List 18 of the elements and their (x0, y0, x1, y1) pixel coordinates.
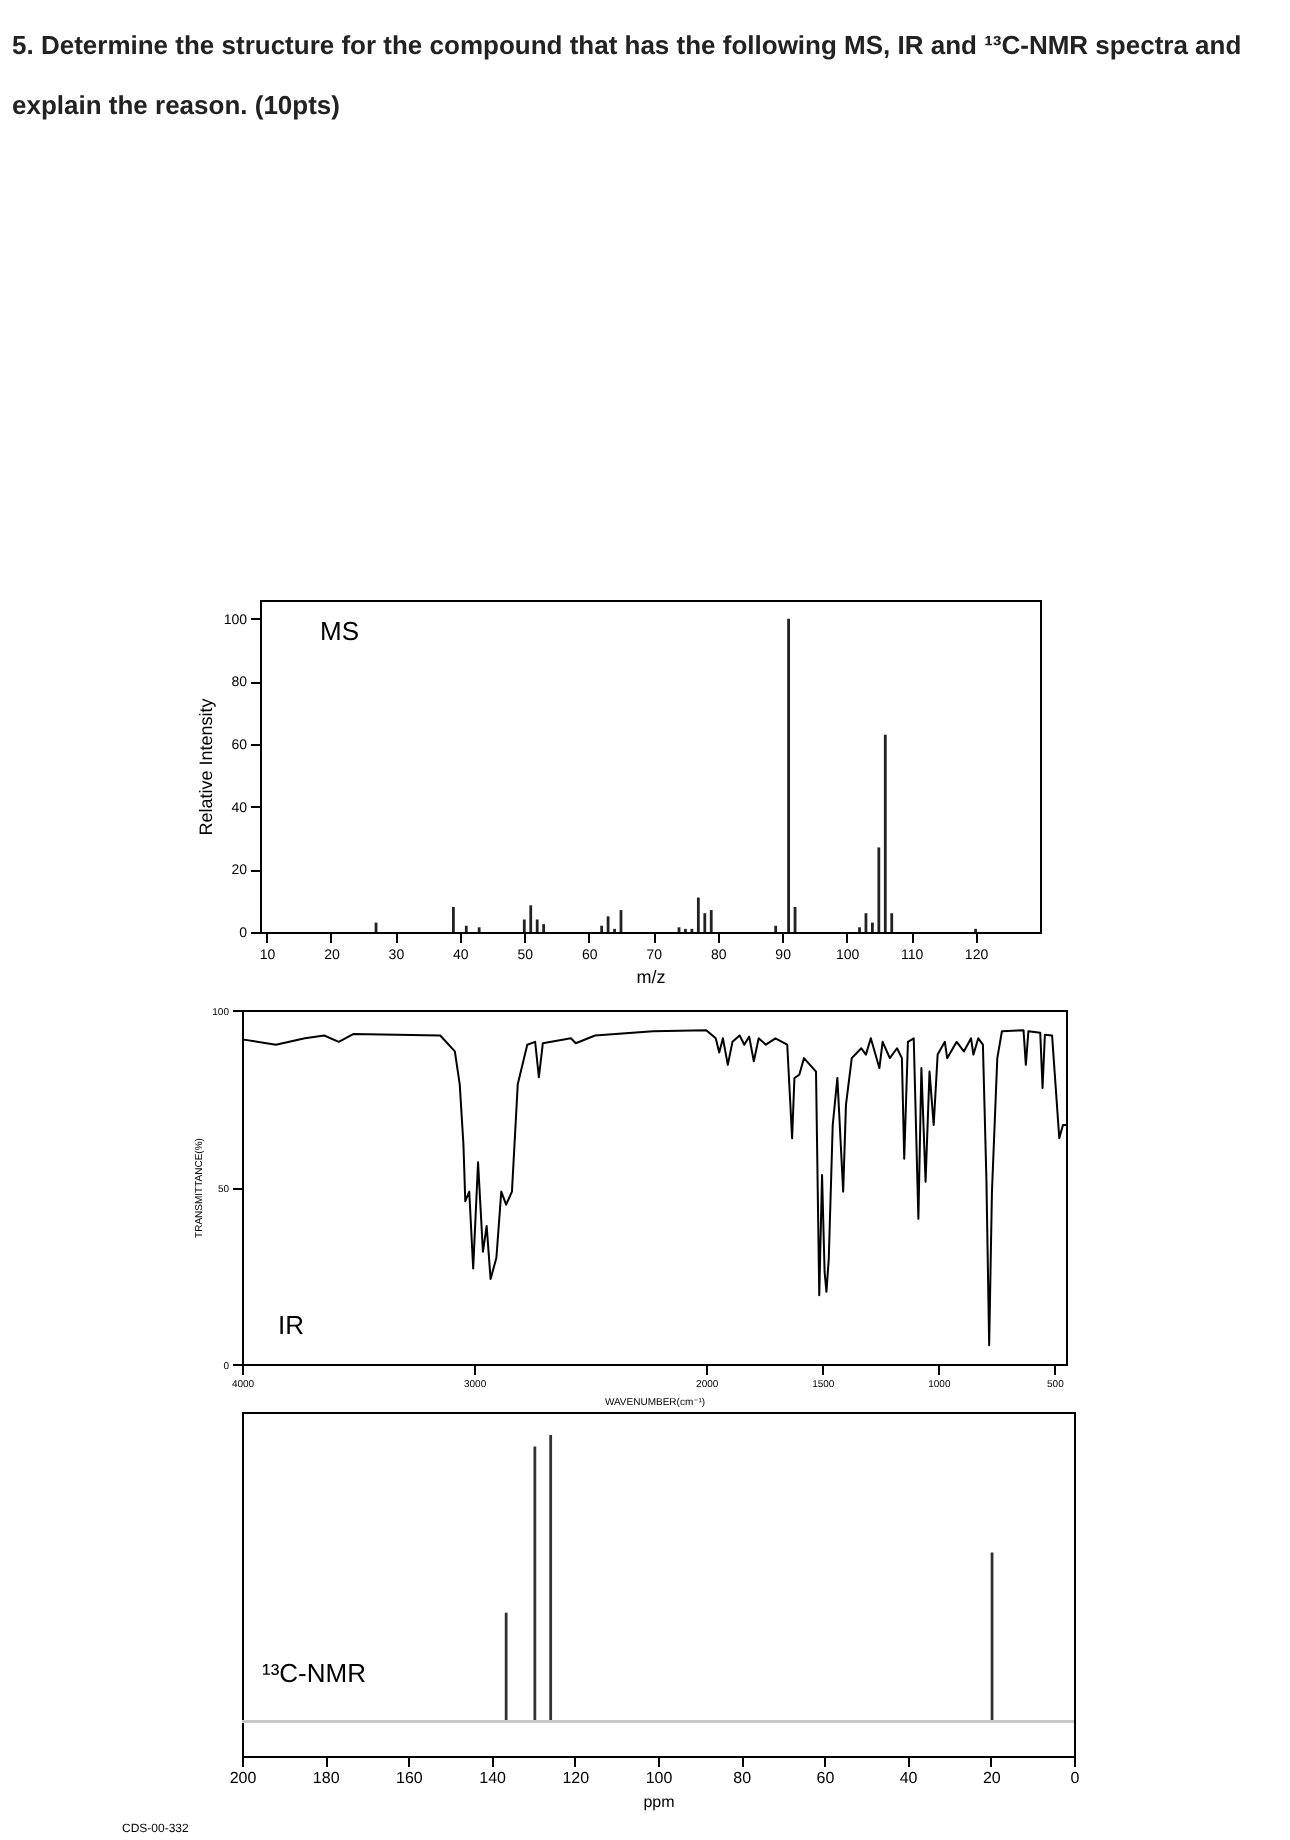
y-axis-title: Relative Intensity (195, 697, 216, 836)
x-tick-label: 60 (816, 1769, 836, 1787)
x-tick-label: 180 (312, 1769, 341, 1787)
x-tick-label: 120 (562, 1769, 591, 1787)
annotation: ¹³C-NMR (262, 1658, 366, 1688)
x-tick-label: 160 (396, 1769, 424, 1787)
annotation: IR (278, 1310, 304, 1340)
x-tick-label: 100 (645, 1769, 674, 1787)
x-tick-label: 80 (733, 1769, 753, 1787)
x-tick-label: 20 (982, 1769, 1002, 1787)
annotation: MS (320, 616, 360, 646)
x-tick-label: 0 (1070, 1769, 1081, 1787)
x-axis-title: m/z (636, 967, 667, 987)
x-tick-label: 140 (479, 1769, 508, 1787)
x-tick-label: 40 (899, 1769, 919, 1787)
chart-title: 5. Determine the structure for the compound that has the following MS, IR and ¹³C-NMR spectra and explain the reason. (10pts) (12, 28, 1244, 124)
x-tick-label: 200 (229, 1769, 258, 1787)
x-axis-title: ppm (643, 1793, 676, 1811)
